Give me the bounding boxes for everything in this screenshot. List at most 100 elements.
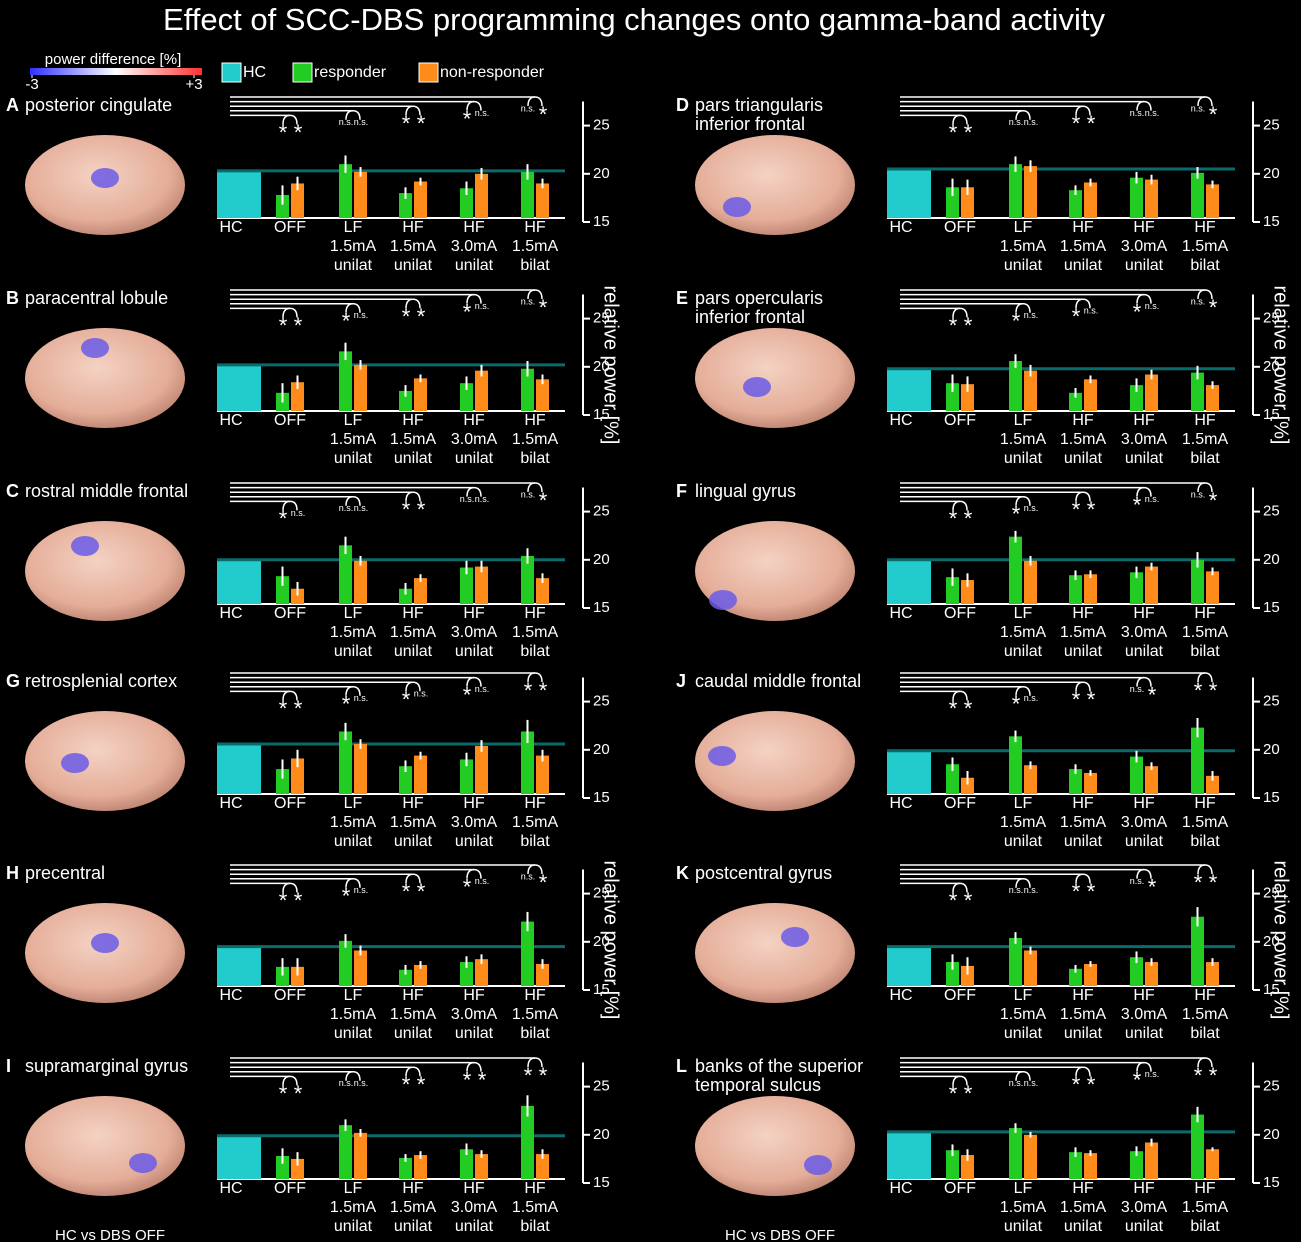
bar	[1069, 968, 1082, 986]
y-tick-label: 20	[1263, 1126, 1280, 1143]
y-tick-label: 20	[593, 1126, 610, 1143]
panel-letter: F	[676, 481, 687, 501]
legend-label: non-responder	[440, 64, 545, 81]
panel-title: temporal sulcus	[695, 1075, 821, 1095]
x-tick-label: 1.5mA	[390, 431, 437, 448]
significance-label: *	[279, 888, 288, 913]
x-tick-label: OFF	[274, 795, 306, 812]
bar	[414, 578, 427, 604]
x-tick-label: unilat	[1125, 257, 1164, 274]
x-tick-label: HF	[1194, 219, 1216, 236]
panel-title: banks of the superior	[695, 1056, 863, 1076]
significance-label: *	[342, 884, 351, 909]
significance-label: n.s.	[291, 508, 306, 518]
bar	[1009, 164, 1022, 218]
significance-label: *	[1072, 111, 1081, 136]
significance-label: *	[279, 506, 288, 531]
significance-label: *	[1194, 870, 1203, 895]
x-tick-label: unilat	[334, 643, 373, 660]
bar	[887, 750, 931, 794]
x-tick-label: 1.5mA	[390, 238, 437, 255]
bar	[291, 183, 304, 218]
y-tick-label: 20	[1263, 741, 1280, 758]
region-highlight	[723, 197, 751, 217]
bar	[521, 921, 534, 986]
x-tick-label: unilat	[394, 643, 433, 660]
y-tick-label: 25	[1263, 1078, 1280, 1095]
significance-label: *	[463, 874, 472, 899]
bar	[961, 384, 974, 411]
bar	[1206, 1149, 1219, 1179]
panel-title: pars triangularis	[695, 95, 823, 115]
x-tick-label: HF	[402, 1180, 424, 1197]
x-tick-label: unilat	[394, 1218, 433, 1235]
significance-label: *	[1133, 492, 1142, 517]
bar	[1130, 957, 1143, 986]
significance-label: *	[539, 870, 548, 895]
comparison-bracket	[1197, 96, 1213, 107]
panel-title: supramarginal gyrus	[25, 1056, 188, 1076]
significance-label: *	[1012, 692, 1021, 717]
significance-label: *	[294, 120, 303, 145]
x-tick-label: 1.5mA	[1060, 238, 1107, 255]
x-tick-label: 1.5mA	[1182, 1199, 1229, 1216]
bar	[887, 168, 931, 218]
x-tick-label: unilat	[1064, 1025, 1103, 1042]
bar	[1145, 179, 1158, 218]
bar	[1145, 766, 1158, 794]
comparison-bracket	[527, 96, 543, 107]
panel-letter: C	[6, 481, 19, 501]
y-axis-label: relative power [%]	[1270, 286, 1292, 445]
bar	[1084, 1153, 1097, 1179]
bar	[399, 969, 412, 986]
x-tick-label: bilat	[1190, 833, 1220, 850]
bar	[1130, 1151, 1143, 1179]
comparison-bracket	[1197, 864, 1213, 875]
bar	[1130, 756, 1143, 794]
significance-label: *	[949, 506, 958, 531]
colorbar-label: power difference [%]	[45, 51, 181, 68]
figure-title: Effect of SCC-DBS programming changes on…	[163, 2, 1105, 37]
x-tick-label: HC	[889, 412, 912, 429]
comparison-bracket	[345, 878, 361, 888]
x-tick-label: 3.0mA	[451, 814, 498, 831]
comparison-bracket	[345, 686, 361, 696]
significance-label: *	[964, 888, 973, 913]
x-tick-label: bilat	[1190, 257, 1220, 274]
x-tick-label: 3.0mA	[1121, 814, 1168, 831]
x-tick-label: HF	[524, 412, 546, 429]
significance-label: n.s.	[1130, 108, 1145, 118]
comparison-bracket	[405, 681, 421, 692]
bar	[339, 545, 352, 604]
region-highlight	[81, 338, 109, 358]
bar	[1130, 385, 1143, 411]
x-tick-label: HF	[1072, 412, 1094, 429]
comparison-bracket	[466, 100, 482, 111]
significance-label: *	[463, 299, 472, 324]
x-tick-label: 1.5mA	[1000, 1199, 1047, 1216]
significance-label: *	[1087, 111, 1096, 136]
x-tick-label: LF	[344, 987, 363, 1004]
x-tick-label: OFF	[944, 987, 976, 1004]
significance-label: n.s.	[1145, 494, 1160, 504]
panel-title: inferior frontal	[695, 114, 805, 134]
bar	[887, 946, 931, 986]
x-tick-label: HF	[1194, 605, 1216, 622]
x-tick-label: bilat	[520, 257, 550, 274]
significance-label: n.s.	[521, 871, 536, 881]
significance-label: *	[539, 295, 548, 320]
bar	[1191, 172, 1204, 218]
significance-label: *	[949, 696, 958, 721]
legend-label: responder	[314, 64, 387, 81]
significance-label: *	[1194, 1063, 1203, 1088]
x-tick-label: LF	[344, 412, 363, 429]
bar	[1024, 560, 1037, 604]
bar	[521, 1105, 534, 1179]
bar	[475, 173, 488, 218]
x-tick-label: unilat	[1125, 643, 1164, 660]
comparison-bracket	[1136, 100, 1152, 111]
y-tick-label: 25	[593, 1078, 610, 1095]
significance-label: *	[539, 1063, 548, 1088]
